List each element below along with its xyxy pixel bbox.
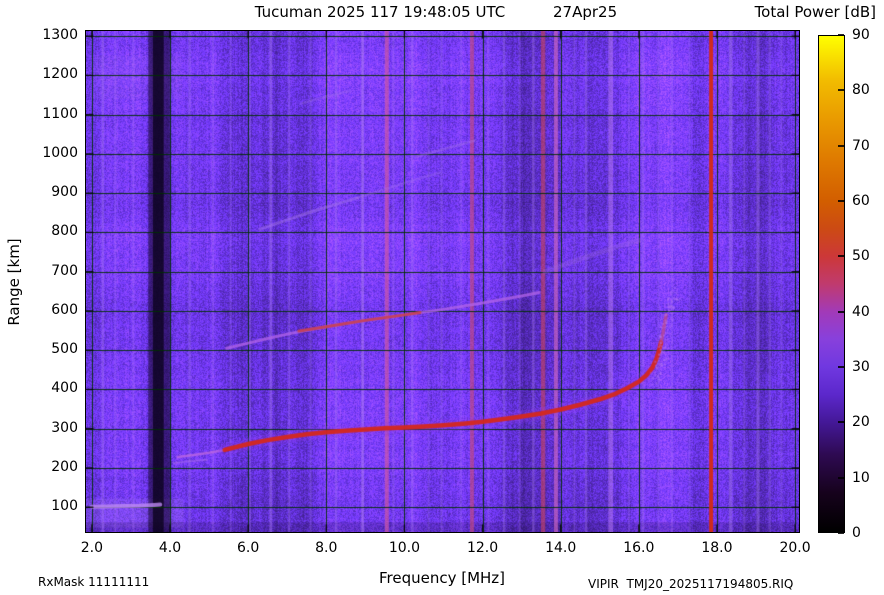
y-tick-label: 1100 (42, 105, 78, 122)
colorbar-tick-mark (838, 421, 844, 424)
y-tick-label: 200 (51, 459, 78, 475)
colorbar-tick-mark (838, 34, 844, 36)
x-tick-label: 14.0 (545, 540, 577, 556)
file-label: VIPIR TMJ20_2025117194805.RIQ (588, 577, 794, 591)
colorbar (818, 35, 845, 533)
y-tick-label: 400 (51, 380, 78, 397)
x-tick-label: 16.0 (623, 540, 655, 556)
x-tick-label: 2.0 (80, 540, 103, 556)
colorbar-tick-label: 0 (852, 525, 861, 541)
colorbar-tick-mark (838, 200, 844, 202)
rxmask-label: RxMask 11111111 (38, 575, 150, 589)
colorbar-tick-mark (838, 366, 844, 368)
colorbar-tick-mark (838, 310, 844, 313)
colorbar-tick-label: 40 (852, 303, 870, 320)
colorbar-title: Total Power [dB] (754, 3, 876, 21)
y-tick-label: 500 (51, 341, 78, 358)
x-tick-label: 18.0 (701, 540, 733, 556)
ionogram-canvas (86, 31, 799, 532)
y-tick-label: 600 (51, 301, 78, 318)
colorbar-tick-label: 10 (852, 469, 870, 486)
plot-date: 27Apr25 (553, 3, 618, 21)
y-tick-label: 100 (51, 498, 78, 515)
y-tick-label: 1000 (42, 144, 78, 161)
colorbar-gradient (819, 36, 844, 532)
plot-title: Tucuman 2025 117 19:48:05 UTC (254, 3, 506, 21)
colorbar-tick-label: 90 (852, 27, 870, 43)
x-tick-label: 8.0 (315, 540, 338, 556)
y-tick-label: 1300 (42, 27, 78, 44)
colorbar-tick-mark (838, 255, 844, 258)
colorbar-tick-label: 80 (852, 82, 870, 99)
colorbar-tick-mark (838, 89, 844, 92)
y-tick-label: 700 (51, 262, 78, 279)
x-tick-label: 6.0 (236, 540, 260, 556)
colorbar-tick-mark (838, 532, 844, 534)
x-axis-label: Frequency [MHz] (378, 569, 506, 587)
x-tick-label: 4.0 (158, 540, 182, 556)
x-tick-label: 12.0 (466, 540, 499, 556)
y-tick-label: 900 (51, 184, 78, 201)
colorbar-tick-label: 70 (852, 137, 870, 154)
colorbar-tick-mark (838, 476, 844, 479)
y-tick-label: 1200 (42, 66, 78, 83)
x-tick-label: 20.0 (779, 540, 811, 556)
colorbar-tick-mark (838, 144, 844, 147)
plot-frame (85, 30, 800, 533)
y-tick-label: 300 (51, 419, 78, 436)
y-axis-label: Range [km] (5, 238, 23, 326)
colorbar-tick-label: 60 (852, 193, 870, 209)
x-tick-label: 10.0 (388, 540, 420, 556)
colorbar-tick-label: 50 (852, 248, 870, 265)
colorbar-tick-label: 30 (852, 359, 870, 375)
colorbar-tick-label: 20 (852, 414, 870, 431)
y-tick-label: 800 (51, 223, 78, 240)
